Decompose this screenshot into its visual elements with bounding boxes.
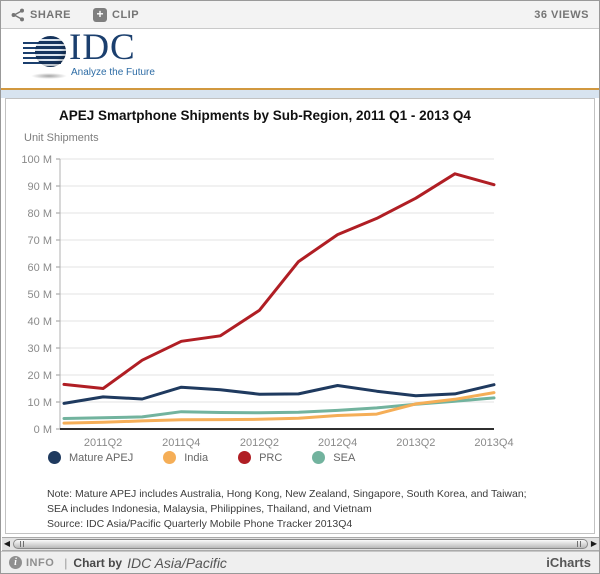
legend-dot-icon (48, 451, 61, 464)
clip-button[interactable]: + CLIP (93, 7, 140, 22)
info-button[interactable]: i INFO (9, 556, 54, 569)
header-divider (1, 88, 599, 90)
idc-globe-shadow (31, 73, 67, 79)
share-icon (11, 8, 24, 21)
thumb-grip-right (577, 541, 581, 547)
series-line-mature-apej (62, 383, 496, 405)
chart-note: Note: Mature APEJ includes Australia, Ho… (47, 488, 527, 515)
series-line-prc (62, 172, 496, 390)
horizontal-scrollbar[interactable]: ◀ ▶ (2, 537, 599, 551)
scrollbar-thumb[interactable] (13, 539, 588, 549)
legend-item-india[interactable]: India (163, 451, 208, 464)
toolbar: SHARE + CLIP 36 VIEWS (1, 1, 599, 29)
y-tick-label: 20 M (28, 370, 52, 382)
footer-separator: | (64, 555, 68, 570)
chart-title: APEJ Smartphone Shipments by Sub-Region,… (59, 108, 471, 123)
y-tick-label: 30 M (28, 343, 52, 355)
y-tick-label: 80 M (28, 208, 52, 220)
legend-label: PRC (259, 451, 283, 464)
series-line-india (62, 391, 496, 425)
x-tick-label: 2013Q4 (474, 437, 513, 449)
logo-section: IDC Analyze the Future (1, 27, 599, 88)
idc-globe-icon (35, 36, 66, 67)
clip-label: CLIP (112, 8, 140, 21)
legend-dot-icon (312, 451, 326, 464)
x-tick-label: 2013Q2 (396, 437, 435, 449)
y-tick-label: 10 M (28, 397, 52, 409)
footer-bar: i INFO | Chart by IDC Asia/Pacific iChar… (1, 551, 599, 573)
x-tick-label: 2011Q4 (162, 437, 200, 449)
share-button[interactable]: SHARE (11, 8, 71, 22)
y-tick-label: 0 M (34, 424, 52, 436)
legend-item-mature-apej[interactable]: Mature APEJ (48, 451, 133, 464)
legend-label: Mature APEJ (69, 451, 134, 464)
scroll-right-arrow-icon[interactable]: ▶ (590, 539, 598, 548)
chart-author[interactable]: IDC Asia/Pacific (127, 554, 227, 571)
y-tick-label: 40 M (28, 316, 52, 328)
info-icon: i (9, 556, 22, 569)
y-tick-label: 60 M (28, 262, 52, 274)
legend-item-sea[interactable]: SEA (312, 451, 355, 464)
blue-band (1, 90, 599, 98)
chart-by-label: Chart by (73, 555, 123, 570)
x-tick-label: 2011Q2 (84, 437, 122, 449)
legend-item-prc[interactable]: PRC (238, 451, 282, 464)
plus-icon: + (93, 7, 108, 22)
idc-logo-text: IDC (69, 27, 136, 68)
share-label: SHARE (30, 8, 72, 21)
icharts-brand[interactable]: iCharts (546, 555, 591, 570)
views-count: 36 VIEWS (534, 8, 589, 21)
chart-legend: Mature APEJ India PRC SEA (48, 451, 355, 464)
legend-dot-icon (238, 451, 252, 464)
chart-svg: 0 M 10 M 20 M 30 M 40 M 50 M 60 M 70 M 80 M 90 M 1… (21, 154, 513, 449)
y-tick-label: 50 M (28, 289, 52, 301)
y-axis-title: Unit Shipments (24, 132, 99, 144)
thumb-grip-left (20, 541, 24, 547)
legend-dot-icon (163, 451, 177, 464)
x-tick-label: 2012Q2 (240, 437, 279, 449)
x-tick-label: 2012Q4 (318, 437, 357, 449)
y-tick-label: 90 M (28, 181, 52, 193)
chart-panel: APEJ Smartphone Shipments by Sub-Region,… (5, 98, 595, 534)
scroll-left-arrow-icon[interactable]: ◀ (3, 539, 11, 548)
info-label: INFO (26, 556, 55, 569)
idc-tagline: Analyze the Future (71, 67, 155, 78)
chart-source: Source: IDC Asia/Pacific Quarterly Mobil… (47, 518, 353, 530)
legend-label: SEA (333, 451, 356, 464)
y-tick-label: 100 M (21, 154, 52, 166)
y-tick-label: 70 M (28, 235, 52, 247)
legend-label: India (184, 451, 209, 464)
